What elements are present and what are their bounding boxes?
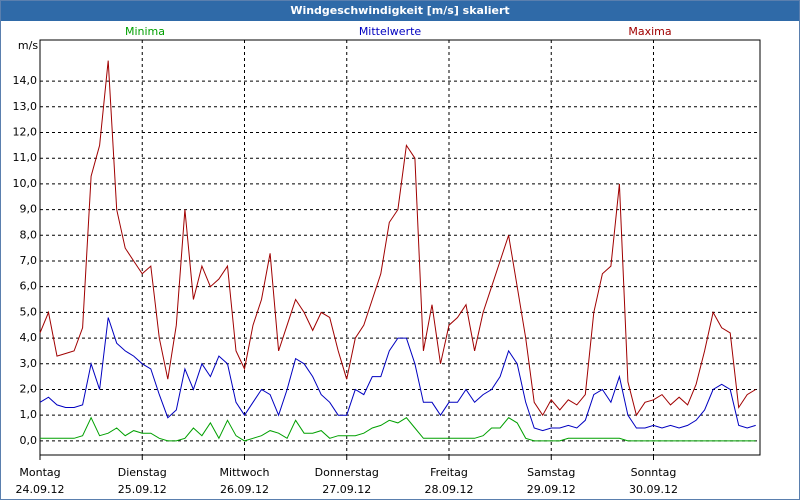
x-tick-date: 27.09.12 [322, 483, 371, 496]
x-tick-label: Mittwoch [220, 466, 270, 479]
y-tick-label: 1,0 [20, 408, 38, 421]
y-tick-label: 8,0 [20, 228, 38, 241]
series-line [39, 317, 756, 432]
plot-area [39, 39, 761, 456]
x-tick-label: Donnerstag [315, 466, 379, 479]
y-tick-label: 7,0 [20, 254, 38, 267]
y-tick-label: 5,0 [20, 305, 38, 318]
x-tick-date: 25.09.12 [118, 483, 167, 496]
y-tick-label: 11,0 [13, 151, 38, 164]
y-tick-label: 2,0 [20, 382, 38, 395]
y-tick-label: 10,0 [13, 177, 38, 190]
x-tick-date: 30.09.12 [629, 483, 678, 496]
series-line [39, 60, 756, 417]
y-unit: m/s [18, 39, 38, 52]
title-bar [1, 1, 799, 21]
series-line [40, 416, 756, 442]
y-tick-label: 14,0 [13, 74, 38, 87]
window-title: Windgeschwindigkeit [m/s] skaliert [290, 4, 509, 17]
y-tick-label: 0,0 [20, 434, 38, 447]
x-tick-label: Montag [19, 466, 60, 479]
y-tick-label: 9,0 [20, 203, 38, 216]
x-tick-date: 24.09.12 [16, 483, 65, 496]
x-tick-date: 26.09.12 [220, 483, 269, 496]
y-tick-label: 3,0 [20, 357, 38, 370]
y-tick-label: 6,0 [20, 280, 38, 293]
x-tick-date: 29.09.12 [527, 483, 576, 496]
y-tick-label: 12,0 [13, 126, 38, 139]
x-tick-label: Dienstag [118, 466, 167, 479]
x-tick-date: 28.09.12 [425, 483, 474, 496]
legend-label: Maxima [628, 25, 671, 38]
x-tick-label: Sonntag [631, 466, 677, 479]
y-tick-label: 4,0 [20, 331, 38, 344]
x-tick-label: Samstag [527, 466, 575, 479]
x-tick-label: Freitag [430, 466, 468, 479]
y-tick-label: 13,0 [13, 100, 38, 113]
legend-label: Mittelwerte [359, 25, 422, 38]
legend-label: Minima [125, 25, 165, 38]
